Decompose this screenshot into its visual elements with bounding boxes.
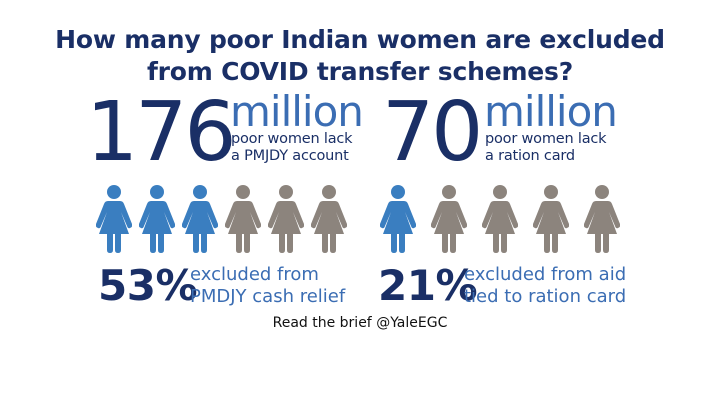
right-percentage: 21% <box>378 261 478 310</box>
right-description: poor women lack a ration card <box>485 131 607 165</box>
right-description-line-2: a ration card <box>485 148 575 164</box>
left-percentage-description: excluded from PMDJY cash relief <box>190 264 345 308</box>
woman-figure-icon <box>268 184 304 254</box>
left-description-line-1: poor women lack <box>231 131 353 147</box>
woman-figure-icon <box>380 184 416 254</box>
left-description-line-2: a PMJDY account <box>231 148 349 164</box>
right-big-number: 70 <box>382 85 483 180</box>
left-percentage-line-1: excluded from <box>190 264 319 285</box>
title-line-1: How many poor Indian women are excluded <box>55 25 665 54</box>
page-title: How many poor Indian women are excluded … <box>0 24 720 88</box>
right-unit: million <box>484 87 618 136</box>
woman-figure-icon <box>139 184 175 254</box>
left-percentage: 53% <box>98 261 198 310</box>
woman-figure-icon <box>431 184 467 254</box>
woman-figure-icon <box>225 184 261 254</box>
right-description-line-1: poor women lack <box>485 131 607 147</box>
woman-figure-icon <box>96 184 132 254</box>
woman-figure-icon <box>584 184 620 254</box>
footer-credit: Read the brief @YaleEGC <box>272 315 448 331</box>
left-unit: million <box>230 87 364 136</box>
right-percentage-line-2: tied to ration card <box>464 286 627 307</box>
woman-figure-icon <box>182 184 218 254</box>
left-big-number: 176 <box>86 85 237 180</box>
woman-figure-icon <box>311 184 347 254</box>
woman-figure-icon <box>533 184 569 254</box>
right-percentage-description: excluded from aid tied to ration card <box>464 264 626 308</box>
left-description: poor women lack a PMJDY account <box>231 131 353 165</box>
woman-figure-icon <box>482 184 518 254</box>
right-percentage-line-1: excluded from aid <box>464 264 627 285</box>
left-percentage-line-2: PMDJY cash relief <box>190 286 346 307</box>
title-line-2: from COVID transfer schemes? <box>146 57 574 86</box>
